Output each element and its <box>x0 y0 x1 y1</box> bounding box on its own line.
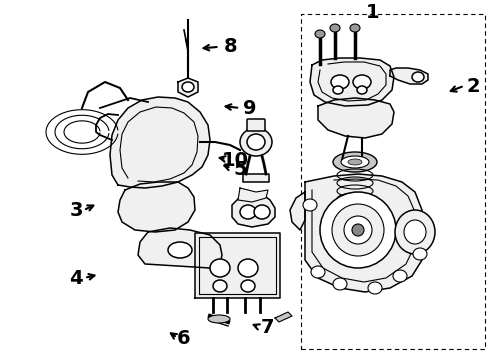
Polygon shape <box>275 312 292 322</box>
Text: 8: 8 <box>223 37 237 56</box>
Polygon shape <box>232 192 275 227</box>
Polygon shape <box>110 97 210 188</box>
Polygon shape <box>195 233 280 298</box>
Polygon shape <box>243 174 269 182</box>
Ellipse shape <box>352 224 364 236</box>
Text: 7: 7 <box>260 318 274 337</box>
Text: 2: 2 <box>466 77 480 96</box>
Polygon shape <box>290 192 305 230</box>
FancyBboxPatch shape <box>247 119 265 131</box>
Ellipse shape <box>357 86 367 94</box>
Ellipse shape <box>311 266 325 278</box>
Ellipse shape <box>240 128 272 156</box>
Ellipse shape <box>320 192 396 268</box>
Text: 6: 6 <box>177 329 191 348</box>
Ellipse shape <box>332 204 384 256</box>
Ellipse shape <box>240 205 256 219</box>
Polygon shape <box>310 58 394 106</box>
Polygon shape <box>178 78 198 97</box>
Text: 10: 10 <box>221 151 249 170</box>
Ellipse shape <box>331 75 349 89</box>
Ellipse shape <box>368 282 382 294</box>
Ellipse shape <box>348 159 362 165</box>
Polygon shape <box>238 188 268 202</box>
Text: 4: 4 <box>69 270 83 288</box>
Polygon shape <box>118 182 195 232</box>
Text: 9: 9 <box>243 99 257 117</box>
Text: 1: 1 <box>366 3 379 22</box>
Ellipse shape <box>350 24 360 32</box>
Ellipse shape <box>182 82 194 92</box>
Ellipse shape <box>413 248 427 260</box>
Ellipse shape <box>247 134 265 150</box>
Ellipse shape <box>208 315 230 323</box>
Ellipse shape <box>393 270 407 282</box>
Ellipse shape <box>404 220 426 244</box>
Ellipse shape <box>412 72 424 82</box>
Ellipse shape <box>210 259 230 277</box>
Ellipse shape <box>238 259 258 277</box>
Ellipse shape <box>168 242 192 258</box>
Ellipse shape <box>341 156 369 168</box>
Ellipse shape <box>333 278 347 290</box>
Ellipse shape <box>353 75 371 89</box>
Ellipse shape <box>330 24 340 32</box>
Ellipse shape <box>333 86 343 94</box>
Ellipse shape <box>241 280 255 292</box>
Text: 3: 3 <box>69 201 83 220</box>
Ellipse shape <box>333 152 377 172</box>
Polygon shape <box>390 68 428 84</box>
Bar <box>301 14 485 349</box>
Ellipse shape <box>344 216 372 244</box>
Polygon shape <box>318 98 394 138</box>
Ellipse shape <box>213 280 227 292</box>
Ellipse shape <box>395 210 435 254</box>
Polygon shape <box>138 228 222 268</box>
Ellipse shape <box>303 199 317 211</box>
Text: 5: 5 <box>233 160 247 179</box>
Ellipse shape <box>254 205 270 219</box>
Ellipse shape <box>315 30 325 38</box>
Polygon shape <box>305 174 425 292</box>
